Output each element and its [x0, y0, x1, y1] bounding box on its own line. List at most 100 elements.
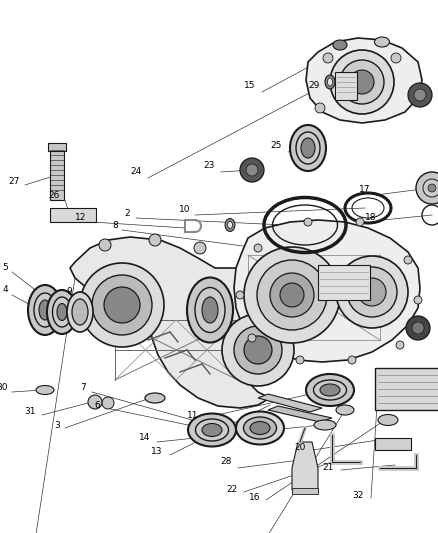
Text: 16: 16 — [248, 494, 260, 503]
Ellipse shape — [47, 290, 77, 334]
Polygon shape — [258, 394, 322, 412]
Ellipse shape — [244, 417, 276, 439]
Circle shape — [315, 103, 325, 113]
Circle shape — [396, 341, 404, 349]
Polygon shape — [306, 38, 422, 123]
Ellipse shape — [195, 419, 229, 441]
Ellipse shape — [314, 420, 336, 430]
Ellipse shape — [39, 300, 51, 320]
Ellipse shape — [28, 285, 62, 335]
Ellipse shape — [53, 297, 71, 327]
Bar — [50, 208, 96, 222]
Circle shape — [323, 53, 333, 63]
Circle shape — [414, 89, 426, 101]
Text: 24: 24 — [131, 167, 142, 176]
Ellipse shape — [301, 138, 315, 158]
Circle shape — [410, 90, 420, 100]
Ellipse shape — [290, 125, 326, 171]
Circle shape — [149, 234, 161, 246]
Circle shape — [254, 244, 262, 252]
Circle shape — [244, 336, 272, 364]
Text: 17: 17 — [358, 185, 370, 195]
Text: 8: 8 — [112, 221, 118, 230]
Bar — [48, 143, 66, 151]
Circle shape — [222, 314, 294, 386]
Ellipse shape — [378, 415, 398, 425]
Text: 31: 31 — [25, 408, 36, 416]
Ellipse shape — [336, 405, 354, 415]
Circle shape — [350, 70, 374, 94]
Ellipse shape — [296, 132, 320, 164]
Ellipse shape — [325, 75, 335, 89]
Circle shape — [248, 334, 256, 342]
Text: 14: 14 — [138, 433, 150, 442]
Circle shape — [304, 218, 312, 226]
Text: 2: 2 — [124, 208, 130, 217]
Circle shape — [102, 397, 114, 409]
Ellipse shape — [227, 222, 233, 229]
Circle shape — [404, 256, 412, 264]
Circle shape — [428, 184, 436, 192]
Circle shape — [244, 247, 340, 343]
Ellipse shape — [57, 303, 67, 320]
Circle shape — [406, 316, 430, 340]
Ellipse shape — [225, 219, 235, 231]
Circle shape — [99, 239, 111, 251]
Circle shape — [194, 242, 206, 254]
Text: 26: 26 — [49, 191, 60, 200]
Ellipse shape — [314, 380, 346, 400]
Circle shape — [347, 267, 397, 317]
Text: 27: 27 — [9, 177, 20, 187]
Text: 10: 10 — [179, 206, 190, 214]
Circle shape — [270, 273, 314, 317]
Text: 23: 23 — [204, 161, 215, 171]
Ellipse shape — [374, 37, 389, 47]
Polygon shape — [268, 406, 332, 422]
Circle shape — [348, 356, 356, 364]
Ellipse shape — [202, 297, 218, 323]
Circle shape — [104, 287, 140, 323]
Text: 29: 29 — [309, 82, 320, 91]
Text: 32: 32 — [353, 491, 364, 500]
Bar — [335, 72, 357, 100]
Ellipse shape — [195, 287, 225, 333]
Circle shape — [88, 395, 102, 409]
Polygon shape — [292, 442, 318, 490]
Circle shape — [280, 283, 304, 307]
Text: 15: 15 — [244, 82, 255, 91]
Circle shape — [257, 260, 327, 330]
Text: 9: 9 — [66, 287, 72, 296]
Circle shape — [408, 83, 432, 107]
Circle shape — [246, 164, 258, 176]
Circle shape — [240, 158, 264, 182]
Text: 20: 20 — [295, 442, 306, 451]
Text: 6: 6 — [94, 400, 100, 409]
Text: 12: 12 — [74, 213, 86, 222]
Bar — [375, 368, 438, 410]
Circle shape — [416, 172, 438, 204]
Polygon shape — [70, 237, 316, 408]
Bar — [292, 488, 318, 494]
Text: 4: 4 — [2, 286, 8, 295]
Text: 21: 21 — [323, 464, 334, 472]
Ellipse shape — [236, 411, 284, 445]
Circle shape — [92, 275, 152, 335]
Text: 30: 30 — [0, 384, 8, 392]
Circle shape — [296, 356, 304, 364]
Ellipse shape — [328, 78, 332, 86]
Text: 5: 5 — [2, 263, 8, 272]
Circle shape — [358, 278, 386, 306]
Ellipse shape — [306, 374, 354, 406]
Circle shape — [356, 218, 364, 226]
Text: 22: 22 — [227, 486, 238, 495]
Circle shape — [234, 326, 282, 374]
Bar — [318, 265, 370, 300]
Text: 3: 3 — [54, 421, 60, 430]
Ellipse shape — [250, 422, 270, 434]
Text: 25: 25 — [271, 141, 282, 150]
Circle shape — [412, 322, 424, 334]
Ellipse shape — [145, 393, 165, 403]
Ellipse shape — [34, 293, 56, 327]
Ellipse shape — [320, 384, 340, 396]
Circle shape — [423, 179, 438, 197]
